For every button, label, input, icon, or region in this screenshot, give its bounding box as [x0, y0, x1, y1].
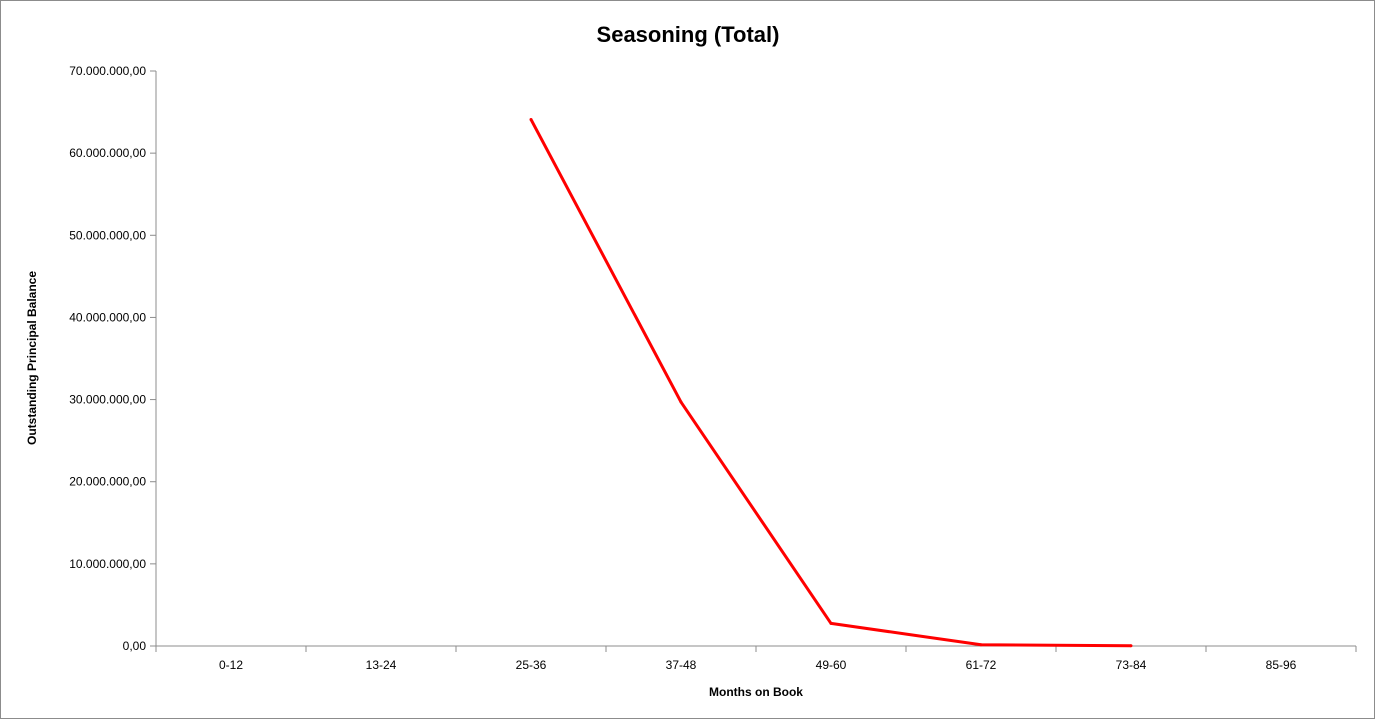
- y-tick-label: 70.000.000,00: [69, 64, 146, 78]
- y-tick-label: 60.000.000,00: [69, 146, 146, 160]
- x-tick-label: 25-36: [516, 658, 547, 672]
- series-line: [529, 118, 1132, 648]
- y-tick-label: 0,00: [123, 639, 147, 653]
- chart-title: Seasoning (Total): [597, 22, 780, 47]
- x-axis-title: Months on Book: [709, 685, 803, 699]
- x-tick-label: 61-72: [966, 658, 997, 672]
- x-tick-label: 37-48: [666, 658, 697, 672]
- data-point: [679, 400, 683, 404]
- series-lines: [529, 117, 1133, 648]
- data-point: [829, 621, 833, 625]
- y-axis: 0,00 10.000.000,00 20.000.000,00 30.000.000…: [69, 64, 157, 653]
- y-tick-label: 50.000.000,00: [69, 228, 146, 242]
- data-point: [979, 643, 983, 647]
- x-tick-label: 49-60: [816, 658, 847, 672]
- y-tick-label: 40.000.000,00: [69, 310, 146, 324]
- data-point: [1129, 644, 1133, 648]
- x-axis: 0-12 13-24 25-36 37-48 49-60 61-72 73-84 85-96: [155, 645, 1357, 672]
- data-point: [529, 117, 533, 121]
- x-tick-label: 85-96: [1266, 658, 1297, 672]
- y-tick-label: 10.000.000,00: [69, 557, 146, 571]
- x-tick-label: 13-24: [366, 658, 397, 672]
- x-tick-label: 73-84: [1116, 658, 1147, 672]
- y-tick-label: 30.000.000,00: [69, 393, 146, 407]
- y-axis-title: Outstanding Principal Balance: [25, 271, 39, 445]
- y-tick-label: 20.000.000,00: [69, 475, 146, 489]
- x-tick-label: 0-12: [219, 658, 243, 672]
